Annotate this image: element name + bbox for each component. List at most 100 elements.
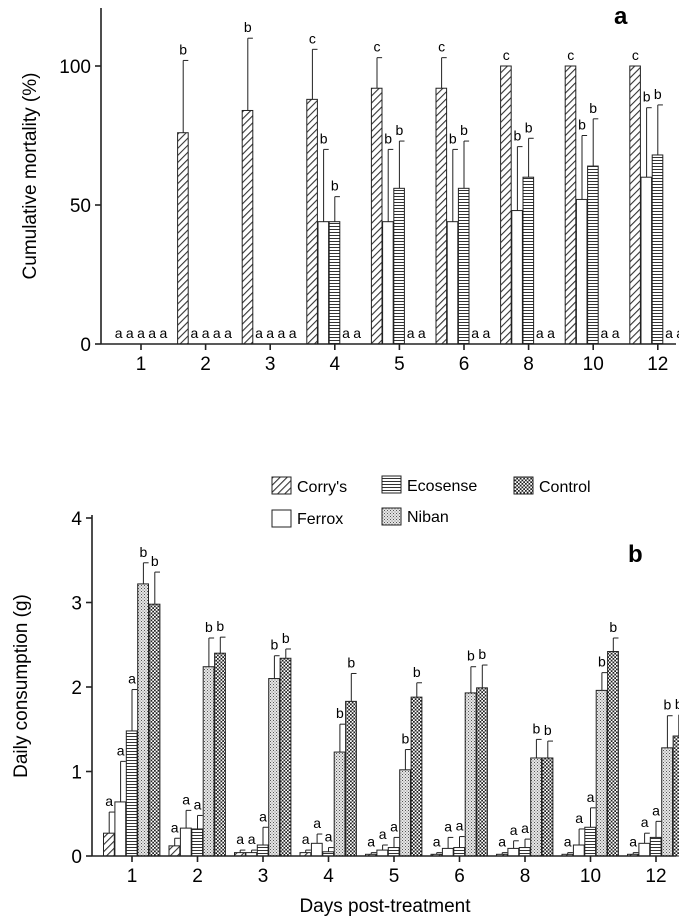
significance-letter-niban: b <box>140 544 148 560</box>
bar-control <box>279 657 292 857</box>
significance-letter-niban: b <box>598 654 606 670</box>
bar-control <box>672 735 679 857</box>
bar-ecosense <box>125 730 138 857</box>
significance-letter-ferrox: a <box>575 810 583 826</box>
significance-letter-control: a <box>224 325 232 341</box>
significance-letter-ecosense: a <box>194 796 202 812</box>
significance-letter-ecosense: a <box>266 325 274 341</box>
y-tick-label: 2 <box>71 678 82 699</box>
significance-letter-ferrox: a <box>379 826 387 842</box>
significance-letter-ecosense: b <box>654 86 662 102</box>
significance-letter-ecosense: a <box>259 808 267 824</box>
legend-label-control: Control <box>539 479 591 496</box>
significance-letter-niban: a <box>665 325 673 341</box>
panel-b: b Daily consumption (g) Days post-treatm… <box>11 509 679 917</box>
bar-ferrox <box>179 827 192 857</box>
significance-letter-control: a <box>612 325 620 341</box>
bar-corrys <box>500 65 512 345</box>
significance-letter-niban: b <box>402 731 410 747</box>
bar-corrys <box>564 65 577 345</box>
significance-letter-control: a <box>547 325 555 341</box>
significance-letter-niban: a <box>148 325 156 341</box>
bar-ferrox <box>441 847 454 857</box>
bar-ecosense <box>522 176 535 345</box>
significance-letter-ferrox: a <box>510 822 518 838</box>
significance-letter-corrys: a <box>302 831 310 847</box>
significance-letter-corrys: c <box>374 39 381 55</box>
x-tick-label: 8 <box>523 354 534 375</box>
panel-a-y-ticks: 0 50 100 <box>59 57 101 356</box>
bar-control <box>214 652 226 857</box>
bar-control <box>345 700 357 857</box>
significance-letter-ecosense: a <box>137 325 145 341</box>
significance-letter-corrys: a <box>171 819 179 835</box>
significance-letter-corrys: a <box>367 834 375 850</box>
significance-letter-control: b <box>675 696 679 712</box>
x-tick-label: 6 <box>459 354 470 375</box>
significance-letter-control: b <box>609 619 617 635</box>
significance-letter-control: a <box>160 325 168 341</box>
significance-letter-ecosense: a <box>202 325 210 341</box>
bar-ecosense <box>393 187 405 345</box>
y-tick-label: 0 <box>71 847 82 868</box>
significance-letter-corrys: a <box>564 834 572 850</box>
bar-niban <box>530 757 543 857</box>
bar-corrys <box>370 87 383 345</box>
significance-letter-control: b <box>216 618 224 634</box>
significance-letter-corrys: b <box>244 19 252 35</box>
significance-letter-niban: a <box>342 325 350 341</box>
bar-ferrox <box>507 847 520 857</box>
significance-letter-ferrox: a <box>248 831 256 847</box>
bar-ecosense <box>518 847 531 857</box>
x-tick-label: 12 <box>647 354 668 375</box>
x-tick-label: 1 <box>136 354 147 375</box>
x-tick-label: 6 <box>454 866 465 887</box>
bar-niban <box>399 769 412 857</box>
legend-swatch-niban <box>381 507 402 526</box>
significance-letter-ferrox: b <box>320 130 328 146</box>
bar-ferrox <box>310 842 323 857</box>
significance-letter-ecosense: b <box>525 119 533 135</box>
bar-niban <box>595 689 608 857</box>
significance-letter-niban: a <box>536 325 544 341</box>
bar-ecosense <box>649 836 662 857</box>
bar-niban <box>137 583 149 857</box>
legend-label-ecosense: Ecosense <box>407 478 477 495</box>
panel-a-x-ticks: 1 2 3 4 5 6 8 10 12 <box>136 344 668 375</box>
panel-a-ylabel: Cumulative mortality (%) <box>20 73 41 280</box>
significance-letter-ecosense: a <box>128 671 136 687</box>
bar-ecosense <box>256 844 269 857</box>
significance-letter-ecosense: b <box>331 178 339 194</box>
x-tick-label: 10 <box>583 354 604 375</box>
significance-letter-ferrox: a <box>641 814 649 830</box>
x-tick-label: 10 <box>580 866 601 887</box>
significance-letter-ferrox: b <box>449 130 457 146</box>
x-tick-label: 4 <box>330 354 341 375</box>
significance-letter-ferrox: b <box>643 89 651 105</box>
significance-letter-corrys: a <box>629 834 637 850</box>
significance-letter-control: b <box>413 664 421 680</box>
bar-ecosense <box>457 187 470 345</box>
significance-letter-niban: b <box>533 720 541 736</box>
significance-letter-niban: a <box>407 325 415 341</box>
bar-control <box>410 696 423 857</box>
significance-letter-niban: b <box>336 705 344 721</box>
significance-letter-ferrox: a <box>117 742 125 758</box>
bar-corrys <box>177 132 189 345</box>
legend-item-control: Control <box>513 476 591 496</box>
legend-label-corrys: Corry's <box>297 479 347 496</box>
significance-letter-niban: a <box>278 325 286 341</box>
bar-corrys <box>241 109 254 345</box>
significance-letter-corrys: c <box>567 47 574 63</box>
panel-b-x-ticks: 1 2 3 4 5 6 8 10 12 <box>127 856 667 887</box>
panel-a-label: a <box>614 3 628 30</box>
significance-letter-corrys: c <box>309 30 316 46</box>
bar-niban <box>202 666 215 857</box>
significance-letter-control: a <box>418 325 426 341</box>
panel-b-y-ticks: 0 1 2 3 4 <box>71 509 92 868</box>
significance-letter-corrys: c <box>503 47 510 63</box>
significance-letter-control: a <box>289 325 297 341</box>
significance-letter-ecosense: a <box>325 829 333 845</box>
